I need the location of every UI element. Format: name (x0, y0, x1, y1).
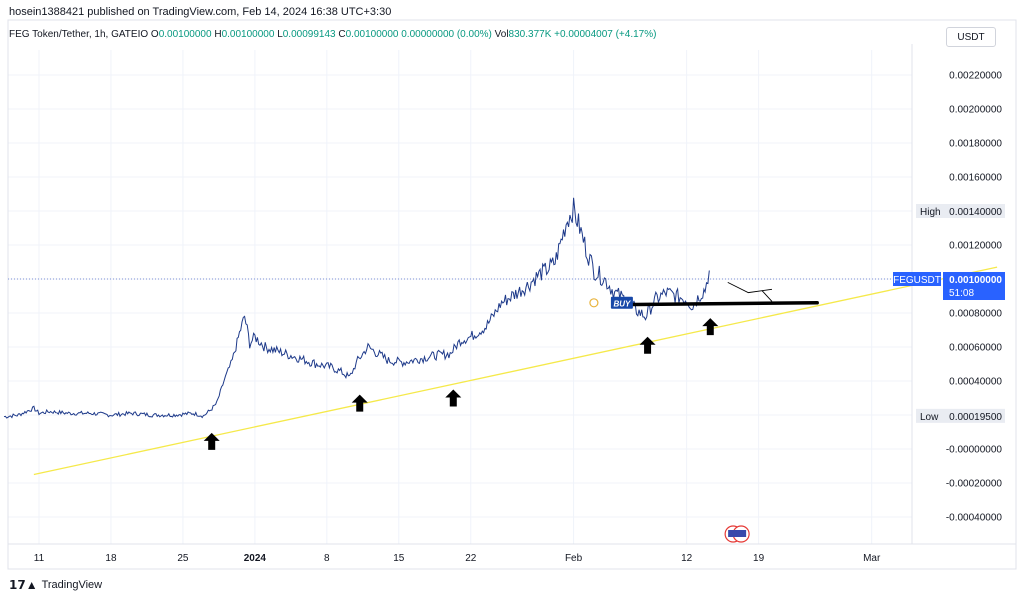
chart-frame (7, 19, 1017, 570)
up-arrow[interactable] (203, 432, 220, 450)
up-arrow[interactable] (351, 394, 368, 412)
tradingview-logo-icon: 𝟭𝟳▲ (9, 578, 38, 592)
x-tick-label: 2024 (244, 553, 267, 564)
y-tick-label: 0.00180000 (949, 139, 1002, 150)
y-tick-label: 0.00080000 (949, 309, 1002, 320)
low-value: 0.00019500 (949, 412, 1002, 423)
y-tick-label: 0.00060000 (949, 343, 1002, 354)
close-value: 0.00100000 (345, 29, 399, 40)
high-label: High (920, 207, 941, 218)
ohlc-legend: FEG Token/Tether, 1h, GATEIO O0.00100000… (9, 29, 656, 40)
bar-countdown: 51:08 (949, 288, 974, 299)
buy-tag-text: BUY (613, 299, 631, 308)
price-series-line[interactable] (3, 197, 710, 419)
low-label-bg (916, 408, 1005, 423)
x-tick-label: 19 (753, 553, 765, 564)
flag-icon (736, 530, 747, 537)
change-value: 0.00000000 (0.00%) (401, 29, 492, 40)
y-tick-label: 0.00220000 (949, 71, 1002, 82)
alert-icon[interactable] (589, 298, 599, 308)
up-arrow[interactable] (702, 318, 719, 336)
volume-change: +0.00004007 (+4.17%) (554, 29, 657, 40)
current-price-bg (943, 272, 1005, 300)
volume-value: 830.377K (508, 29, 552, 40)
x-tick-label: 15 (393, 553, 405, 564)
open-value: 0.00100000 (158, 29, 212, 40)
volume-label: Vol (494, 29, 509, 40)
footer-brand[interactable]: TradingView (41, 579, 103, 591)
y-tick-label: 0.00040000 (949, 377, 1002, 388)
x-tick-label: 25 (177, 553, 189, 564)
y-tick-label: -0.00000000 (946, 445, 1003, 456)
x-tick-label: 12 (681, 553, 693, 564)
x-tick-label: Feb (565, 553, 583, 564)
symbol-tag[interactable]: FEGUSDT (893, 275, 941, 286)
low-label: L (277, 29, 283, 40)
low-value: 0.00099143 (282, 29, 336, 40)
x-tick-label: 11 (34, 553, 45, 564)
trendline[interactable] (33, 266, 998, 476)
y-tick-label: 0.00120000 (949, 241, 1002, 252)
up-arrow[interactable] (445, 389, 462, 407)
symbol-tag-bg (893, 272, 941, 286)
symbol-name[interactable]: FEG Token/Tether, 1h, GATEIO (9, 29, 149, 40)
high-value: 0.00140000 (949, 207, 1002, 218)
y-tick-label: -0.00040000 (946, 513, 1003, 524)
x-tick-label: Mar (863, 553, 881, 564)
y-tick-label: 0.00160000 (949, 173, 1002, 184)
flag-icon (728, 530, 739, 537)
current-price-value: 0.00100000 (949, 275, 1002, 286)
projection-path[interactable] (727, 281, 773, 294)
publish-line: hosein1388421 published on TradingView.c… (9, 6, 392, 18)
y-tick-label: 0.00200000 (949, 105, 1002, 116)
projection-arrow-head (761, 290, 773, 302)
buy-tag-bg[interactable] (610, 296, 633, 309)
x-tick-label: 8 (324, 553, 330, 564)
support-line[interactable] (628, 301, 819, 307)
footer: 𝟭𝟳▲ TradingView (9, 578, 102, 592)
currency-button[interactable]: USDT (946, 27, 996, 47)
high-value: 0.00100000 (221, 29, 275, 40)
x-tick-label: 18 (105, 553, 117, 564)
low-label: Low (920, 412, 939, 423)
y-tick-label: -0.00020000 (946, 479, 1003, 490)
close-label: C (338, 29, 346, 40)
high-label-bg (916, 204, 1005, 218)
high-label: H (214, 29, 222, 40)
open-label: O (150, 29, 159, 40)
x-tick-label: 22 (465, 553, 477, 564)
up-arrow[interactable] (639, 336, 656, 354)
